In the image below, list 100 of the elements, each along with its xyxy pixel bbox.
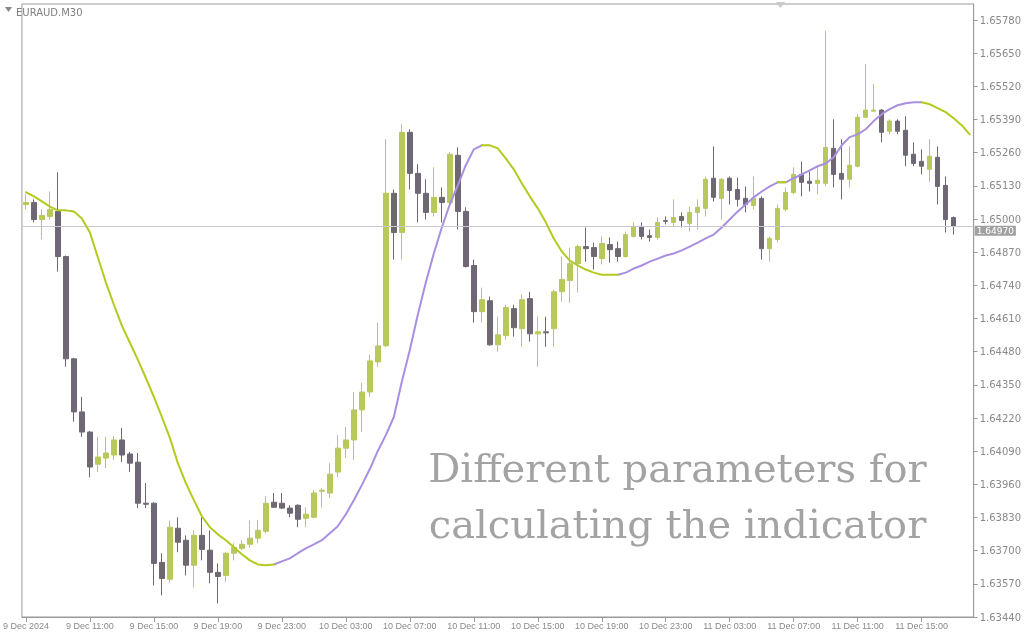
candlestick [159, 552, 165, 596]
annotation: Different parameters for calculating the indicator [427, 444, 928, 549]
candlestick [495, 316, 501, 353]
candlestick [583, 226, 589, 263]
candlestick [791, 166, 796, 195]
candlestick [503, 304, 509, 341]
candlestick [871, 83, 876, 112]
candlestick [479, 287, 485, 324]
candlestick [471, 259, 477, 324]
candlestick [207, 529, 213, 584]
candlestick [655, 217, 660, 240]
candlestick [455, 146, 461, 231]
candlestick [815, 166, 820, 195]
candlestick [247, 519, 253, 548]
y-tick-label: 1.63570 [979, 578, 1022, 590]
candlestick [895, 118, 900, 135]
x-tick-label: 10 Dec 03:00 [319, 620, 373, 631]
y-tick-label: 1.65000 [979, 213, 1022, 225]
candlestick [47, 191, 53, 221]
candlestick [831, 118, 836, 188]
candlestick [431, 166, 437, 217]
candlestick [407, 128, 413, 190]
candlestick [79, 396, 85, 438]
candlestick [23, 193, 29, 210]
candlestick [295, 503, 301, 528]
y-tick-label: 1.64090 [979, 445, 1022, 457]
candlestick [559, 256, 565, 303]
candlestick [335, 434, 341, 478]
candlestick [727, 175, 732, 206]
candlestick [903, 115, 908, 167]
candlestick [375, 322, 381, 368]
candlestick [687, 206, 692, 233]
candlestick [303, 506, 309, 528]
y-tick-label: 1.65390 [979, 114, 1022, 126]
candlestick [759, 195, 764, 261]
x-tick-label: 11 Dec 11:00 [831, 620, 884, 631]
candlestick [399, 123, 405, 261]
y-tick-label: 1.64740 [979, 279, 1022, 291]
candlestick [615, 241, 621, 263]
candlestick [191, 529, 197, 588]
x-tick-label: 11 Dec 03:00 [703, 620, 757, 631]
candlestick [527, 291, 533, 343]
y-tick-label: 1.63830 [979, 512, 1022, 524]
candlestick [623, 231, 628, 259]
candlestick [767, 235, 772, 263]
candlestick [631, 221, 636, 238]
candlestick [751, 175, 756, 210]
candlestick [311, 489, 317, 519]
candlestick [287, 504, 293, 518]
candlestick [263, 495, 269, 534]
candlestick [71, 357, 77, 423]
candlestick [839, 138, 844, 200]
candlestick [143, 482, 149, 509]
candlestick [935, 145, 940, 206]
candlestick [175, 516, 181, 553]
candlestick [31, 198, 37, 223]
candlestick [671, 198, 676, 227]
candlestick [87, 430, 93, 478]
candlestick [591, 242, 597, 271]
y-tick-label: 1.64610 [979, 313, 1022, 325]
candlestick [271, 492, 277, 509]
ref-line-label: 1.64970 [976, 225, 1015, 236]
x-tick-label: 9 Dec 11:00 [65, 620, 114, 631]
candlestick [783, 186, 788, 212]
candlestick [863, 63, 868, 119]
candlestick [927, 138, 932, 183]
candlestick [575, 244, 581, 294]
candlestick [359, 382, 365, 433]
x-tick-label: 10 Dec 23:00 [638, 620, 693, 631]
x-tick-label: 11 Dec 07:00 [767, 620, 821, 631]
candlestick [807, 170, 812, 192]
candlestick [487, 296, 493, 347]
candlestick [383, 138, 389, 348]
x-tick-label: 9 Dec 23:00 [257, 620, 307, 631]
candlestick [95, 436, 101, 473]
candlestick [663, 216, 668, 225]
y-tick-label: 1.63960 [979, 478, 1022, 490]
x-tick-label: 10 Dec 15:00 [511, 620, 565, 631]
candlestick [551, 289, 557, 348]
y-tick-label: 1.65260 [979, 147, 1022, 159]
candlestick [103, 436, 109, 469]
candlestick [135, 452, 141, 509]
x-tick-label: 11 Dec 15:00 [895, 620, 949, 631]
candlestick [735, 176, 740, 208]
candlestick [567, 247, 573, 304]
candlestick [255, 519, 261, 544]
candlestick [111, 435, 117, 461]
candlestick [199, 516, 205, 561]
candlestick [55, 171, 61, 273]
y-tick-label: 1.64220 [979, 412, 1022, 424]
y-tick-label: 1.63700 [979, 545, 1022, 557]
candlestick [343, 426, 349, 459]
chart-title: EURAUD.M30 [16, 6, 83, 18]
candlestick [239, 539, 245, 551]
candlestick [215, 562, 221, 604]
x-tick-label: 10 Dec 07:00 [383, 620, 437, 631]
candlestick [719, 177, 724, 221]
candlestick [647, 229, 652, 242]
x-tick-label: 9 Dec 15:00 [129, 620, 179, 631]
candlestick [679, 211, 684, 228]
